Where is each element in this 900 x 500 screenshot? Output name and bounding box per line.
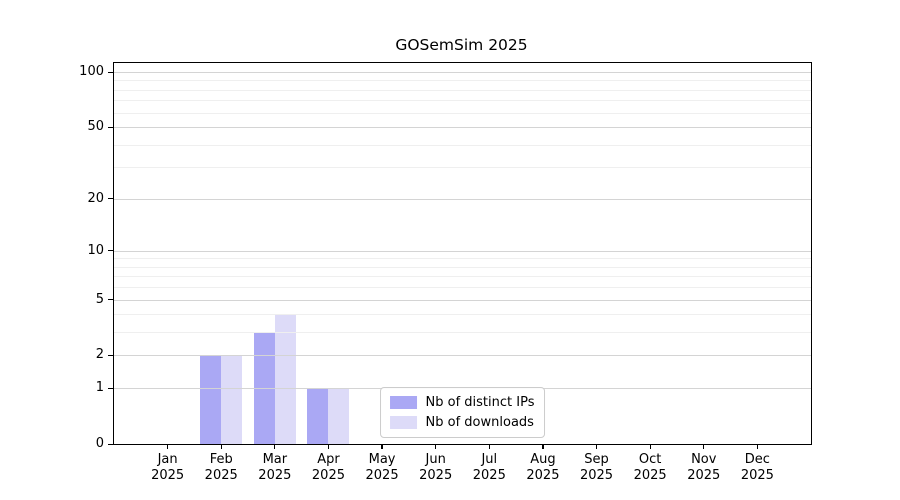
major-gridline xyxy=(114,72,811,74)
legend-item-downloads: Nb of downloads xyxy=(389,414,535,431)
bar-ips-apr xyxy=(307,388,329,444)
y-axis-tick-label: 5 xyxy=(95,291,104,307)
x-axis-tick xyxy=(327,444,330,449)
x-axis-tick xyxy=(381,444,383,449)
minor-gridline xyxy=(114,167,811,169)
legend-item-distinct-ips: Nb of distinct IPs xyxy=(389,394,535,411)
plot-area: Nb of distinct IPs Nb of downloads 0 1 2 5 1… xyxy=(79,62,812,483)
x-axis-tick-label: Nov 2025 xyxy=(687,452,721,483)
y-axis-tick-label: 1 xyxy=(95,380,104,396)
legend: Nb of distinct IPs Nb of downloads xyxy=(379,387,546,438)
minor-gridline xyxy=(114,100,811,102)
x-axis-tick-label: Sep 2025 xyxy=(579,452,614,483)
y-axis-tick xyxy=(108,299,113,301)
minor-gridline xyxy=(114,144,811,146)
legend-swatch-downloads xyxy=(389,416,417,429)
x-axis-tick xyxy=(435,444,437,449)
bar-downloads-apr xyxy=(328,388,350,444)
bar-downloads-mar xyxy=(274,314,296,444)
y-axis-tick xyxy=(108,250,113,252)
legend-label-distinct-ips: Nb of distinct IPs xyxy=(425,395,535,410)
y-axis-tick xyxy=(108,354,113,357)
x-axis-tick-label: Aug 2025 xyxy=(526,452,560,483)
y-axis-tick xyxy=(108,126,113,128)
x-axis-tick-label: Oct 2025 xyxy=(633,452,667,483)
major-gridline xyxy=(114,198,811,200)
major-gridline xyxy=(114,127,811,129)
x-axis-tick-label: Jun 2025 xyxy=(419,452,453,483)
chart-title: GOSemSim 2025 xyxy=(395,36,528,54)
bar-ips-feb xyxy=(200,355,222,444)
minor-gridline xyxy=(114,258,811,260)
y-axis-tick-label: 0 xyxy=(95,436,104,451)
major-gridline xyxy=(114,299,811,301)
x-axis-tick-label: Apr 2025 xyxy=(311,452,345,483)
major-gridline xyxy=(114,250,811,252)
minor-gridline xyxy=(114,80,811,82)
y-axis-tick xyxy=(108,71,113,73)
major-gridline xyxy=(114,355,811,357)
x-axis-tick-label: May 2025 xyxy=(365,452,399,483)
x-axis-tick-label: Dec 2025 xyxy=(740,452,774,483)
y-axis-tick-label: 2 xyxy=(95,347,104,363)
legend-label-downloads: Nb of downloads xyxy=(425,415,534,430)
minor-gridline xyxy=(114,314,811,316)
y-axis-tick-label: 50 xyxy=(87,119,104,135)
x-axis-tick-label: Jan 2025 xyxy=(151,452,185,483)
y-axis-tick-label: 100 xyxy=(79,64,104,80)
minor-gridline xyxy=(114,287,811,289)
minor-gridline xyxy=(114,276,811,278)
bar-downloads-feb xyxy=(221,355,243,444)
minor-gridline xyxy=(114,332,811,334)
minor-gridline xyxy=(114,112,811,114)
legend-swatch-distinct-ips xyxy=(389,396,417,409)
x-axis-tick xyxy=(756,444,758,449)
x-axis-tick-label: Feb 2025 xyxy=(204,452,238,483)
y-axis-tick xyxy=(108,198,113,200)
minor-gridline xyxy=(114,89,811,91)
x-axis-tick-label: Mar 2025 xyxy=(258,452,292,483)
y-axis-tick xyxy=(108,387,113,389)
x-axis-tick xyxy=(542,444,544,449)
y-axis-tick xyxy=(108,443,113,445)
x-axis-tick xyxy=(488,444,490,449)
x-axis-tick xyxy=(274,444,276,449)
y-axis-tick-label: 10 xyxy=(87,242,104,258)
x-axis-tick xyxy=(649,444,651,449)
x-axis-tick xyxy=(703,444,705,449)
x-axis-tick xyxy=(595,444,598,449)
y-axis-tick-label: 20 xyxy=(87,190,104,206)
minor-gridline xyxy=(114,266,811,268)
x-axis-tick xyxy=(167,444,169,449)
x-axis-tick xyxy=(220,444,222,449)
x-axis-tick-label: Jul 2025 xyxy=(472,452,506,483)
